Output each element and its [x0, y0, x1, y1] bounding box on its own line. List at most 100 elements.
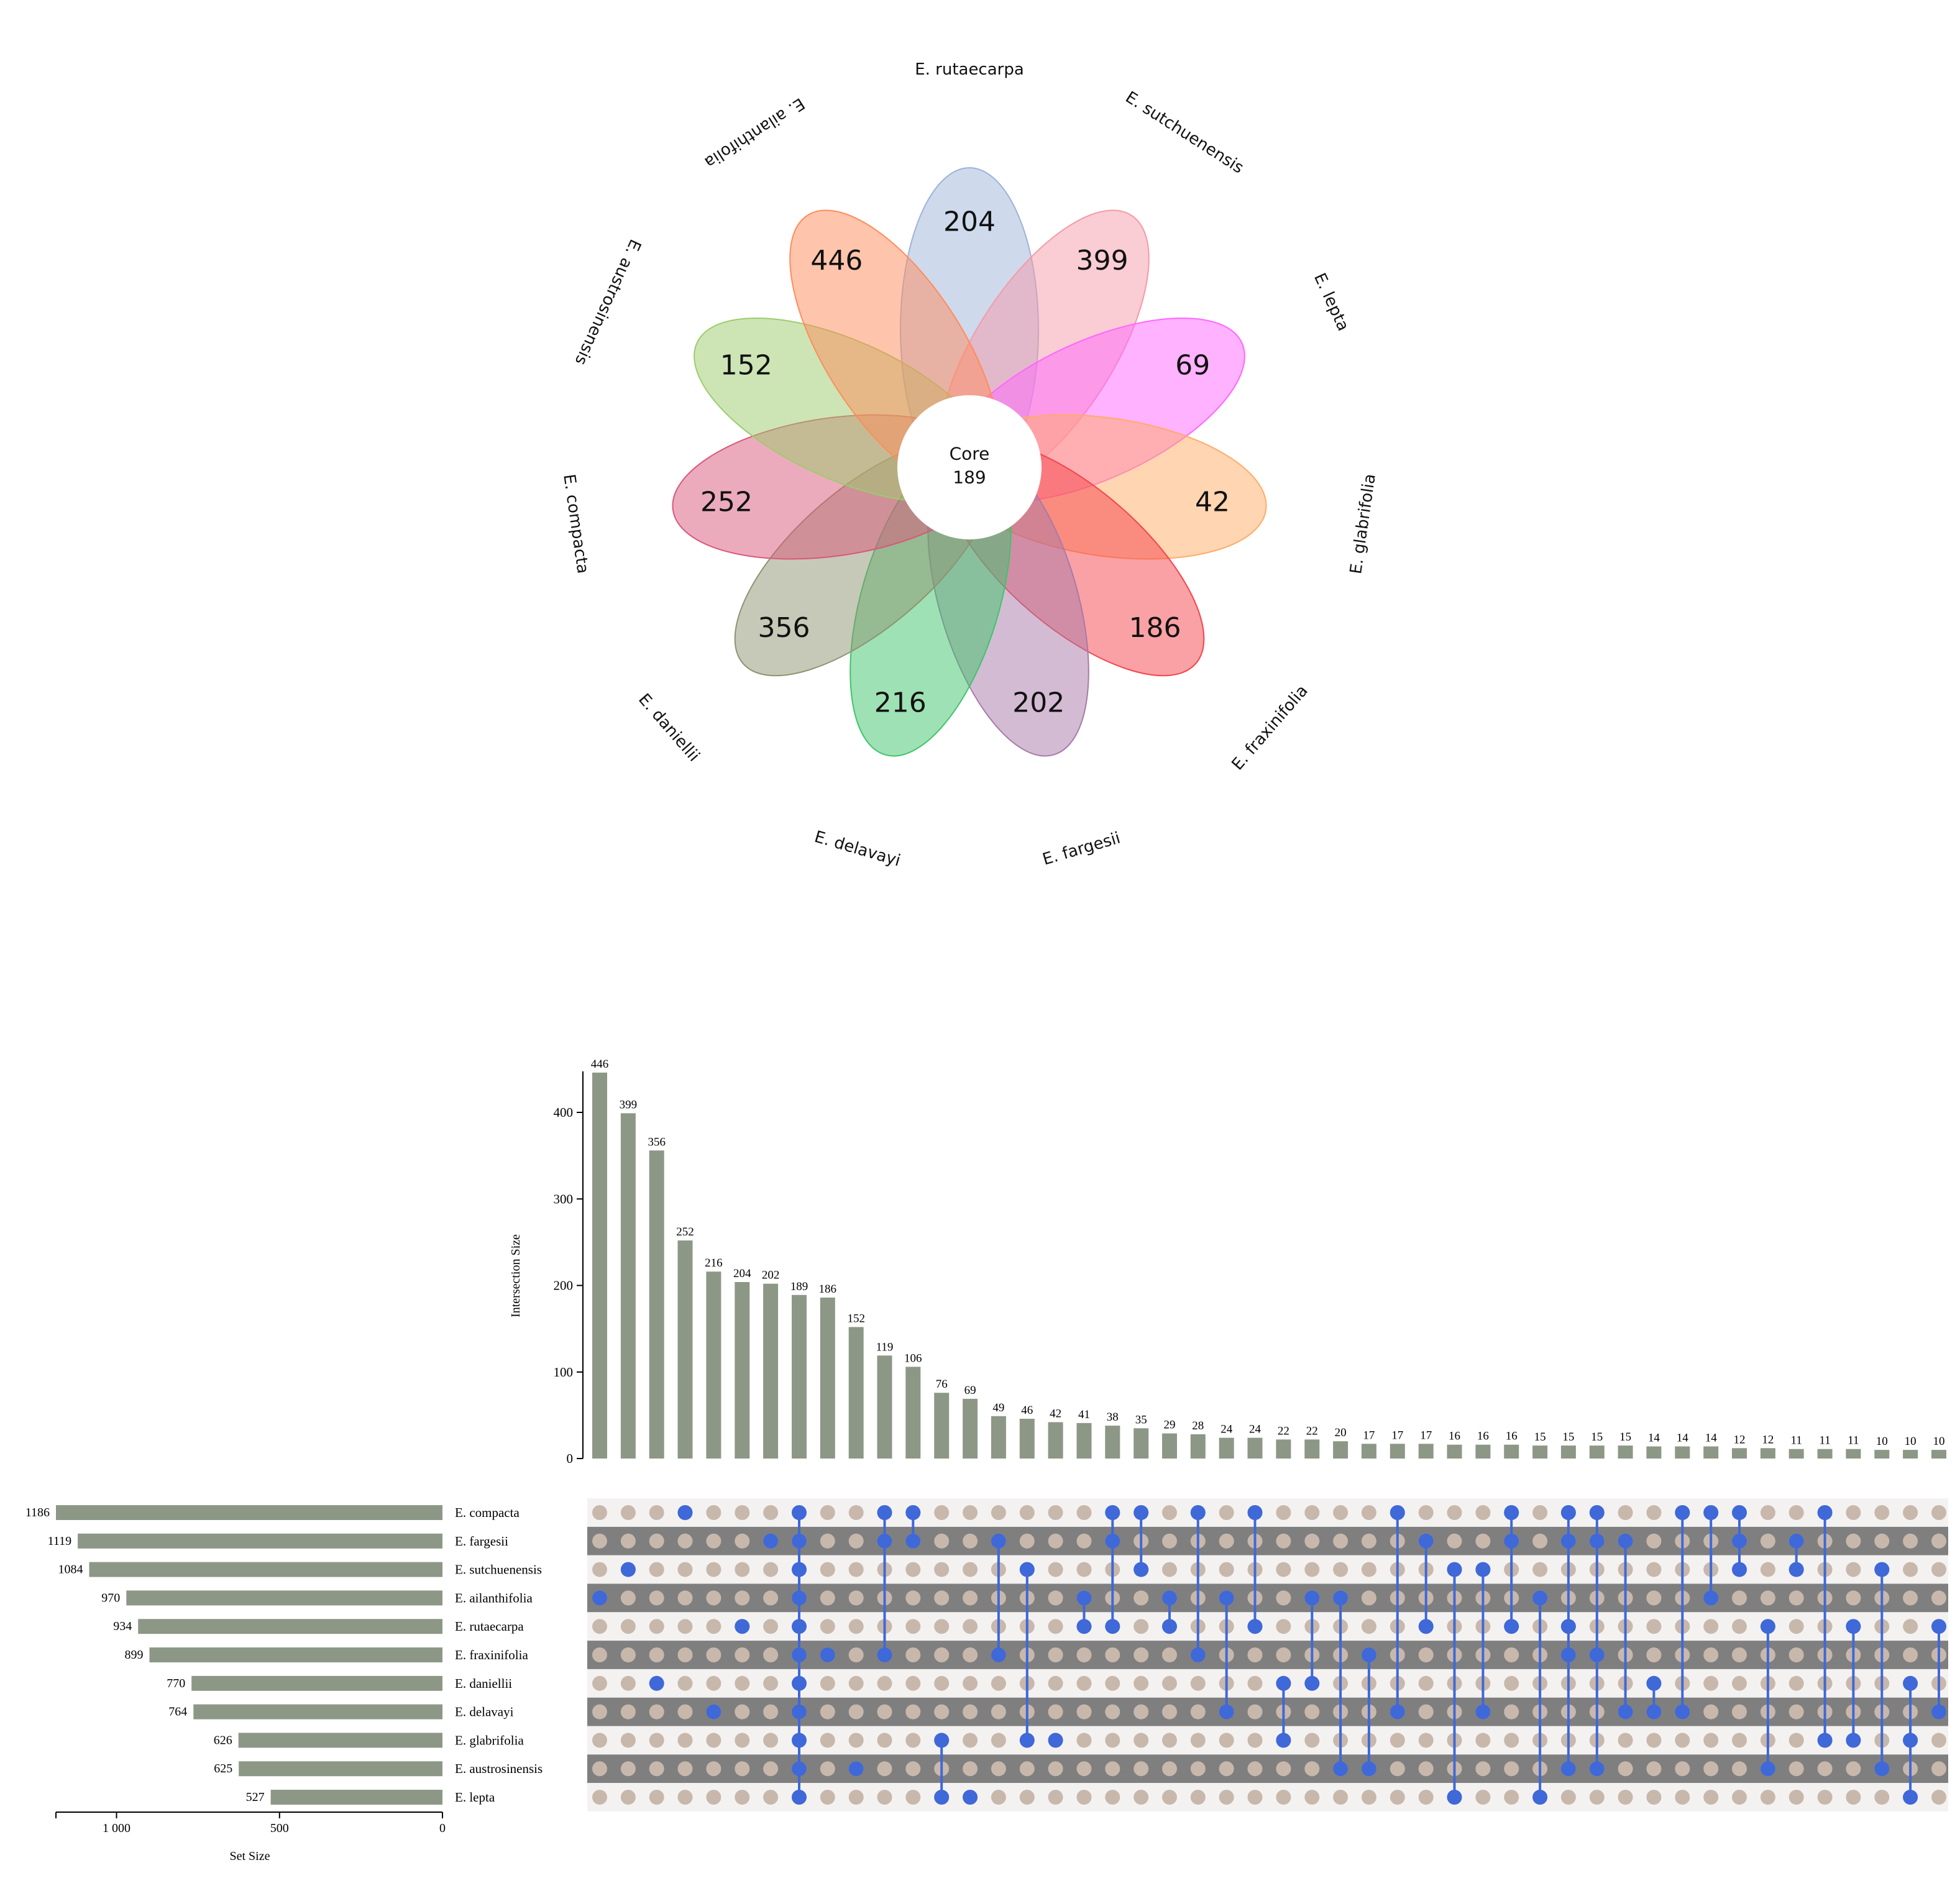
intersection-bar-3	[677, 1240, 693, 1459]
matrix-dot-on-25-3	[1304, 1590, 1320, 1606]
matrix-dot-off-32-6	[1504, 1675, 1519, 1691]
matrix-dot-off-38-9	[1675, 1761, 1690, 1777]
matrix-dot-off-1-6	[620, 1675, 636, 1691]
matrix-dot-off-29-7	[1418, 1704, 1434, 1720]
matrix-dot-off-2-3	[649, 1590, 664, 1606]
intersection-bar-label-37: 14	[1648, 1432, 1660, 1445]
set-size-bar-10	[270, 1790, 442, 1805]
matrix-dot-off-4-9	[706, 1761, 721, 1777]
set-name-6: E. daniellii	[455, 1676, 512, 1691]
petal-label-0: E. rutaecarpa	[915, 60, 1024, 79]
matrix-row-band-5	[587, 1641, 1948, 1669]
set-size-value-3: 970	[101, 1591, 120, 1605]
matrix-dot-off-16-7	[1048, 1704, 1063, 1720]
matrix-dot-off-3-5	[677, 1647, 693, 1662]
matrix-dot-off-25-7	[1304, 1704, 1320, 1720]
intersection-bar-label-9: 152	[847, 1312, 865, 1325]
matrix-dot-off-10-6	[877, 1675, 892, 1691]
intersection-bar-label-22: 24	[1220, 1423, 1233, 1436]
intersection-bar-10	[877, 1355, 892, 1459]
matrix-dot-off-9-10	[848, 1790, 864, 1805]
set-size-bar-0	[56, 1505, 442, 1520]
petal-label-8: E. compacta	[559, 473, 592, 575]
matrix-row-band-7	[587, 1697, 1948, 1726]
matrix-dot-off-4-6	[706, 1675, 721, 1691]
matrix-dot-off-32-7	[1504, 1704, 1519, 1720]
matrix-dot-off-21-7	[1190, 1704, 1206, 1720]
matrix-dot-off-19-9	[1133, 1761, 1149, 1777]
matrix-dot-off-36-8	[1618, 1733, 1633, 1748]
matrix-dot-off-14-0	[991, 1505, 1006, 1520]
matrix-dot-on-19-2	[1133, 1562, 1149, 1577]
intersection-bar-12	[934, 1393, 950, 1459]
set-size-axis-title: Set Size	[230, 1849, 270, 1863]
matrix-dot-off-44-1	[1846, 1533, 1861, 1549]
matrix-dot-off-30-1	[1447, 1533, 1462, 1549]
matrix-dot-off-19-3	[1133, 1590, 1149, 1606]
matrix-dot-on-28-7	[1390, 1704, 1405, 1720]
matrix-dot-off-18-6	[1105, 1675, 1120, 1691]
matrix-dot-off-39-10	[1703, 1790, 1719, 1805]
matrix-dot-off-12-1	[934, 1533, 950, 1549]
set-size-bar-8	[238, 1733, 442, 1748]
matrix-dot-off-16-0	[1048, 1505, 1063, 1520]
matrix-dot-off-6-8	[763, 1733, 779, 1748]
set-name-2: E. sutchuenensis	[455, 1562, 542, 1577]
intersection-bar-24	[1276, 1439, 1291, 1459]
matrix-dot-off-40-10	[1732, 1790, 1747, 1805]
matrix-dot-on-33-3	[1532, 1590, 1548, 1606]
matrix-dot-off-0-7	[592, 1704, 607, 1720]
intersection-bar-17	[1076, 1422, 1092, 1459]
matrix-dot-off-13-4	[963, 1619, 978, 1634]
intersection-bar-43	[1817, 1449, 1833, 1459]
petal-count-10: 446	[810, 245, 863, 277]
matrix-dot-off-42-3	[1788, 1590, 1804, 1606]
intersection-bar-36	[1618, 1445, 1633, 1459]
matrix-dot-off-1-5	[620, 1647, 636, 1662]
matrix-dot-on-19-0	[1133, 1505, 1149, 1520]
matrix-dot-off-3-1	[677, 1533, 693, 1549]
matrix-dot-off-47-8	[1931, 1733, 1946, 1748]
matrix-row-band-4	[587, 1612, 1948, 1641]
matrix-dot-off-32-10	[1504, 1790, 1519, 1805]
matrix-dot-on-34-9	[1560, 1761, 1576, 1777]
matrix-dot-off-37-1	[1646, 1533, 1662, 1549]
intersection-bar-1	[620, 1113, 636, 1459]
matrix-dot-off-8-2	[820, 1562, 835, 1577]
matrix-dot-off-18-10	[1105, 1790, 1120, 1805]
matrix-dot-off-36-9	[1618, 1761, 1633, 1777]
matrix-dot-on-35-0	[1589, 1505, 1605, 1520]
matrix-dot-off-16-10	[1048, 1790, 1063, 1805]
intersection-bar-39	[1703, 1446, 1719, 1459]
matrix-dot-off-11-3	[905, 1590, 921, 1606]
matrix-dot-off-16-1	[1048, 1533, 1063, 1549]
matrix-dot-off-3-7	[677, 1704, 693, 1720]
matrix-dot-off-21-6	[1190, 1675, 1206, 1691]
matrix-dot-off-23-5	[1247, 1647, 1263, 1662]
matrix-dot-off-20-9	[1162, 1761, 1177, 1777]
matrix-dot-off-39-8	[1703, 1733, 1719, 1748]
matrix-dot-on-26-3	[1333, 1590, 1349, 1606]
matrix-dot-off-40-4	[1732, 1619, 1747, 1634]
intersection-bar-4	[706, 1271, 721, 1459]
set-size-value-8: 626	[214, 1733, 232, 1747]
petal-label-1: E. sutchuenensis	[1122, 88, 1247, 178]
matrix-dot-off-2-5	[649, 1647, 664, 1662]
matrix-dot-off-42-9	[1788, 1761, 1804, 1777]
matrix-dot-off-14-7	[991, 1704, 1006, 1720]
matrix-dot-off-22-2	[1219, 1562, 1234, 1577]
matrix-dot-off-39-5	[1703, 1647, 1719, 1662]
set-name-1: E. fargesii	[455, 1534, 508, 1549]
matrix-dot-on-9-9	[848, 1761, 864, 1777]
matrix-dot-on-7-4	[792, 1619, 807, 1634]
matrix-dot-on-23-4	[1247, 1619, 1263, 1634]
matrix-dot-off-2-10	[649, 1790, 664, 1805]
matrix-dot-on-40-2	[1732, 1562, 1747, 1577]
intersection-bar-label-8: 186	[819, 1283, 837, 1296]
matrix-dot-on-28-0	[1390, 1505, 1405, 1520]
matrix-dot-on-37-7	[1646, 1704, 1662, 1720]
intersection-bar-label-11: 106	[904, 1352, 922, 1365]
matrix-dot-on-11-0	[905, 1505, 921, 1520]
matrix-dot-off-9-0	[848, 1505, 864, 1520]
matrix-dot-on-41-9	[1760, 1761, 1775, 1777]
